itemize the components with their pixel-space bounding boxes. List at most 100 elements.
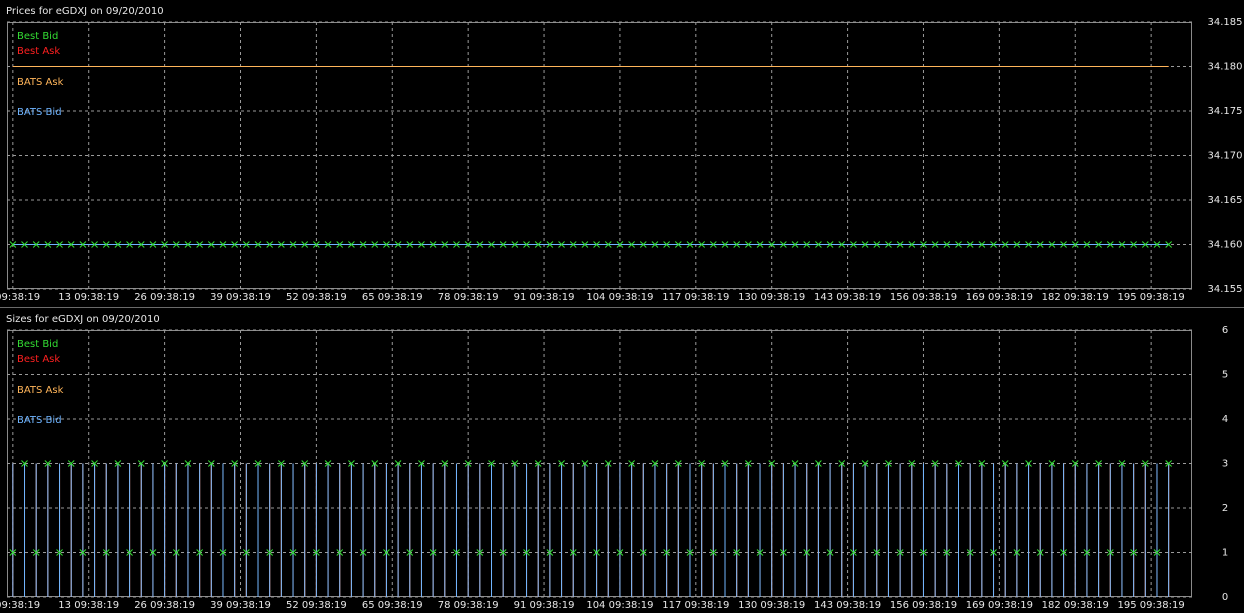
marker <box>534 460 542 467</box>
legend-entry: BATS Ask <box>17 77 64 88</box>
marker <box>920 549 927 556</box>
marker <box>978 241 986 248</box>
y-tick-label: 0 <box>1222 592 1228 603</box>
marker <box>254 241 262 248</box>
y-tick-label: 1 <box>1222 548 1228 559</box>
marker <box>371 460 379 467</box>
marker <box>429 241 437 248</box>
marker <box>815 460 822 467</box>
marker <box>161 241 168 248</box>
marker <box>418 241 425 248</box>
x-tick-label: 52 09:38:19 <box>286 292 347 303</box>
legend-entry: BATS Bid <box>17 107 62 118</box>
marker <box>523 549 530 556</box>
marker <box>698 241 706 248</box>
marker <box>791 241 799 248</box>
x-tick-label: 143 09:38:19 <box>814 292 881 303</box>
x-tick-label: 104 09:38:19 <box>586 292 653 303</box>
marker <box>149 241 157 248</box>
x-tick-label: 52 09:38:19 <box>286 600 347 611</box>
plot-area <box>7 22 1192 289</box>
marker <box>114 241 122 248</box>
marker <box>348 241 355 248</box>
marker <box>137 460 145 467</box>
marker <box>1083 549 1091 556</box>
marker <box>313 241 320 248</box>
marker <box>593 241 600 248</box>
marker <box>172 241 180 248</box>
marker <box>745 460 752 467</box>
marker <box>826 241 834 248</box>
marker <box>383 549 390 556</box>
marker <box>511 241 519 248</box>
marker <box>709 549 717 556</box>
marker <box>861 241 869 248</box>
marker <box>815 241 822 248</box>
marker <box>955 241 962 248</box>
marker <box>44 460 52 467</box>
marker <box>920 241 927 248</box>
x-tick-label: 182 09:38:19 <box>1042 600 1109 611</box>
marker <box>955 460 962 467</box>
marker <box>791 460 799 467</box>
x-tick-label: 130 09:38:19 <box>738 600 805 611</box>
marker <box>1060 549 1067 556</box>
y-tick-label: 6 <box>1222 325 1228 336</box>
marker <box>1153 549 1161 556</box>
marker <box>639 549 647 556</box>
x-tick-label: 195 09:38:19 <box>1118 292 1185 303</box>
x-tick-label: 143 09:38:19 <box>814 600 881 611</box>
marker <box>56 549 63 556</box>
marker <box>803 241 811 248</box>
marker <box>931 241 939 248</box>
marker <box>278 241 285 248</box>
x-tick-label: 65 09:38:19 <box>362 600 423 611</box>
x-tick-label: 182 09:38:19 <box>1042 292 1109 303</box>
marker <box>32 549 40 556</box>
marker <box>161 460 168 467</box>
marker <box>289 241 297 248</box>
x-tick-label: 130 09:38:19 <box>738 292 805 303</box>
marker <box>91 460 98 467</box>
y-tick-label: 34.155 <box>1208 284 1243 295</box>
marker <box>569 549 577 556</box>
plot <box>9 460 1173 597</box>
marker <box>149 549 157 556</box>
marker <box>324 460 332 467</box>
marker <box>780 241 787 248</box>
x-tick-label: 117 09:38:19 <box>662 600 729 611</box>
marker <box>488 460 495 467</box>
marker <box>67 460 75 467</box>
x-tick-label: 169 09:38:19 <box>966 292 1033 303</box>
marker <box>499 549 507 556</box>
marker <box>324 241 332 248</box>
marker <box>359 549 367 556</box>
marker <box>67 241 75 248</box>
marker <box>1048 241 1056 248</box>
marker <box>838 241 846 248</box>
marker <box>1106 549 1114 556</box>
marker <box>1153 241 1161 248</box>
marker <box>885 241 892 248</box>
marker <box>581 241 589 248</box>
marker <box>476 549 484 556</box>
marker <box>336 241 344 248</box>
x-tick-label: 78 09:38:19 <box>438 600 499 611</box>
marker <box>383 241 390 248</box>
x-tick-label: 0 09:38:19 <box>0 292 40 303</box>
marker <box>604 241 612 248</box>
marker <box>32 241 40 248</box>
marker <box>990 241 997 248</box>
marker <box>172 549 180 556</box>
marker <box>1083 241 1091 248</box>
marker <box>896 241 904 248</box>
marker <box>873 241 881 248</box>
marker <box>768 241 776 248</box>
panel: Prices for eGDXJ on 09/20/2010 34.155 34.1… <box>0 6 1243 303</box>
marker <box>1025 241 1032 248</box>
marker <box>663 241 670 248</box>
panel-title: Prices for eGDXJ on 09/20/2010 <box>6 6 164 17</box>
marker <box>908 241 916 248</box>
marker <box>978 460 986 467</box>
marker <box>1130 241 1137 248</box>
